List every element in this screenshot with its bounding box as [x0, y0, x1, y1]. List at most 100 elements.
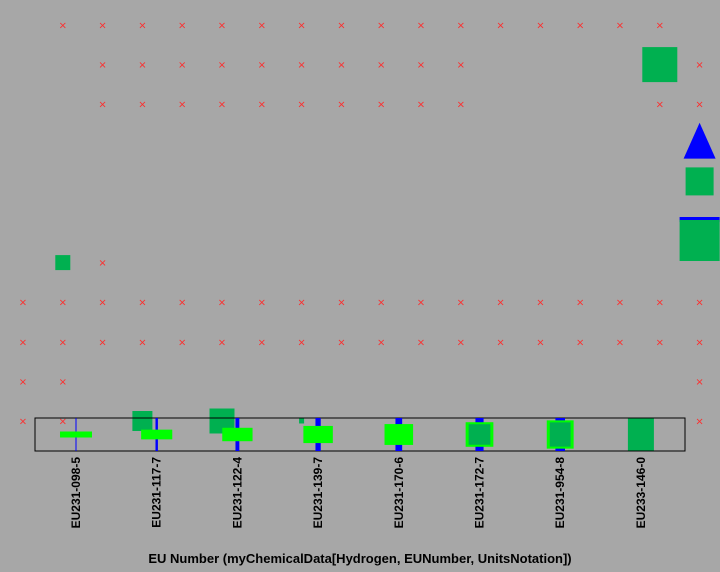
- missing-marker: ×: [656, 337, 664, 348]
- chart-marks: × × × × × × × × × × × × × × × × × × × × × × × × × × × × × × × × × × × × × × × ×…: [19, 21, 720, 434]
- missing-marker: ×: [536, 298, 544, 309]
- missing-marker: ×: [496, 21, 504, 32]
- missing-marker: ×: [59, 417, 67, 428]
- missing-marker: ×: [695, 298, 703, 309]
- missing-marker: ×: [417, 337, 425, 348]
- missing-marker: ×: [417, 60, 425, 71]
- missing-marker: ×: [297, 337, 305, 348]
- missing-marker: ×: [576, 337, 584, 348]
- missing-marker: ×: [98, 337, 106, 348]
- missing-marker: ×: [297, 100, 305, 111]
- missing-marker: ×: [138, 21, 146, 32]
- missing-marker: ×: [457, 337, 465, 348]
- missing-marker: ×: [297, 21, 305, 32]
- missing-marker: ×: [19, 377, 27, 388]
- legend-swatch-inner: [468, 424, 491, 445]
- missing-marker: ×: [19, 417, 27, 428]
- missing-marker: ×: [258, 100, 266, 111]
- value-marker: [55, 255, 71, 271]
- stack-bar: [679, 217, 720, 222]
- x-axis-title: EU Number (myChemicalData[Hydrogen, EUNu…: [148, 551, 572, 566]
- legend-frame: [34, 417, 686, 452]
- value-marker: [132, 411, 153, 431]
- missing-marker: ×: [536, 337, 544, 348]
- missing-marker: ×: [297, 60, 305, 71]
- missing-marker: ×: [178, 21, 186, 32]
- missing-marker: ×: [337, 337, 345, 348]
- missing-marker: ×: [417, 298, 425, 309]
- missing-marker: ×: [377, 60, 385, 71]
- missing-marker: ×: [695, 337, 703, 348]
- missing-marker: ×: [138, 100, 146, 111]
- missing-marker: ×: [377, 21, 385, 32]
- missing-marker: ×: [576, 21, 584, 32]
- missing-marker: ×: [19, 298, 27, 309]
- missing-marker: ×: [258, 337, 266, 348]
- stack-square: [679, 220, 720, 261]
- missing-marker: ×: [178, 100, 186, 111]
- missing-marker: ×: [337, 100, 345, 111]
- legend-swatch-inner: [549, 422, 571, 447]
- missing-marker: ×: [377, 100, 385, 111]
- legend-label: EU231-117-7: [150, 457, 164, 528]
- missing-marker: ×: [695, 100, 703, 111]
- missing-marker: ×: [19, 337, 27, 348]
- missing-marker: ×: [59, 377, 67, 388]
- legend-swatch: [384, 424, 414, 445]
- legend-label: EU231-954-8: [553, 457, 567, 529]
- legend-swatch: [222, 427, 253, 442]
- missing-marker: ×: [218, 60, 226, 71]
- missing-marker: ×: [258, 298, 266, 309]
- missing-marker: ×: [656, 298, 664, 309]
- missing-marker: ×: [98, 100, 106, 111]
- legend-swatch: [60, 431, 92, 438]
- missing-marker: ×: [59, 337, 67, 348]
- missing-marker: ×: [337, 298, 345, 309]
- missing-marker: ×: [178, 337, 186, 348]
- missing-marker: ×: [536, 21, 544, 32]
- missing-marker: ×: [457, 298, 465, 309]
- missing-marker: ×: [417, 21, 425, 32]
- value-marker: [299, 418, 305, 424]
- legend-labels: EU231-098-5 EU231-117-7 EU231-122-4 EU231-1…: [69, 457, 648, 529]
- legend-label: EU231-170-6: [392, 457, 406, 529]
- missing-marker: ×: [576, 298, 584, 309]
- value-marker: [642, 47, 678, 83]
- missing-marker: ×: [496, 298, 504, 309]
- missing-marker: ×: [138, 298, 146, 309]
- missing-marker: ×: [59, 298, 67, 309]
- missing-marker: ×: [337, 60, 345, 71]
- stack-triangle: [683, 122, 716, 159]
- missing-marker: ×: [297, 298, 305, 309]
- legend: [34, 417, 686, 452]
- missing-marker: ×: [377, 337, 385, 348]
- missing-marker: ×: [656, 100, 664, 111]
- legend-label: EU231-139-7: [311, 457, 325, 529]
- legend-label: EU231-098-5: [69, 457, 83, 529]
- legend-label: EU233-146-0: [634, 457, 648, 529]
- missing-marker: ×: [258, 21, 266, 32]
- missing-marker: ×: [457, 21, 465, 32]
- stack-square: [685, 167, 714, 196]
- missing-marker: ×: [616, 21, 624, 32]
- missing-marker: ×: [377, 298, 385, 309]
- legend-swatch: [141, 429, 173, 440]
- missing-marker: ×: [98, 21, 106, 32]
- missing-marker: ×: [98, 258, 106, 269]
- missing-marker: ×: [138, 337, 146, 348]
- legend-swatch: [303, 425, 333, 444]
- missing-marker: ×: [178, 298, 186, 309]
- missing-marker: ×: [457, 60, 465, 71]
- missing-marker: ×: [656, 21, 664, 32]
- legend-label: EU231-122-4: [230, 457, 244, 529]
- missing-marker: ×: [98, 298, 106, 309]
- missing-marker: ×: [218, 298, 226, 309]
- missing-marker: ×: [59, 21, 67, 32]
- missing-marker: ×: [218, 100, 226, 111]
- missing-marker: ×: [457, 100, 465, 111]
- missing-marker: ×: [695, 377, 703, 388]
- legend-swatch: [627, 418, 654, 451]
- missing-marker: ×: [695, 417, 703, 428]
- missing-marker: ×: [258, 60, 266, 71]
